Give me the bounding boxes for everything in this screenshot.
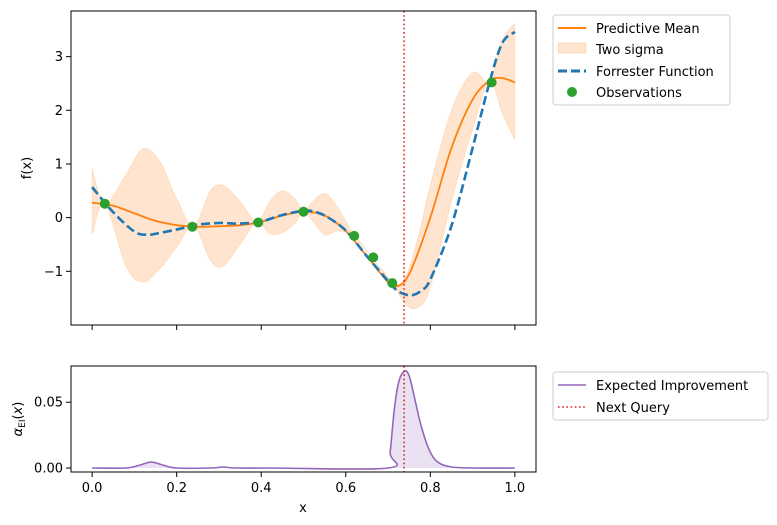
ei-series [92, 366, 515, 472]
ytick-label: 0.05 [34, 396, 63, 411]
xtick-label: 0.0 [82, 481, 103, 496]
xtick-label: 1.0 [505, 481, 526, 496]
bottom-xlabel: x [299, 501, 307, 516]
top-legend: Predictive Mean Two sigma Forrester Func… [552, 14, 731, 106]
top-series-lines [91, 11, 516, 325]
observation-point [387, 278, 398, 289]
bottom-plot: 0.0 0.2 0.4 0.6 0.8 1.0 0.00 0.05 x αEI(x) [11, 365, 537, 516]
xtick-label: 0.6 [335, 481, 356, 496]
legend-band-swatch [557, 42, 587, 54]
top-axes-frame [70, 10, 537, 326]
observation-point [187, 221, 198, 232]
ei-area [92, 370, 515, 470]
two-sigma-band [91, 21, 516, 310]
xtick-label: 0.8 [420, 481, 441, 496]
top-legend-frame [552, 14, 731, 106]
legend-observations-label: Observations [596, 86, 682, 101]
ytick-label: 1 [55, 157, 63, 172]
legend-mean-label: Predictive Mean [596, 22, 700, 37]
top-ylabel: f(x) [20, 157, 35, 179]
ytick-label: 2 [55, 104, 63, 119]
top-observations [99, 77, 497, 289]
top-plot: −1 0 1 2 3 f(x) [20, 10, 537, 330]
observation-point [253, 217, 264, 228]
legend-forrester-label: Forrester Function [596, 65, 714, 80]
ytick-label: −1 [44, 265, 63, 280]
bottom-yticks: 0.00 0.05 [34, 396, 71, 477]
bottom-xticks: 0.0 0.2 0.4 0.6 0.8 1.0 [82, 472, 525, 496]
bottom-legend: Expected Improvement Next Query [552, 371, 769, 421]
xtick-label: 0.2 [166, 481, 187, 496]
xtick-label: 0.4 [251, 481, 272, 496]
observation-point [298, 206, 309, 217]
observation-point [349, 230, 360, 241]
legend-band-label: Two sigma [595, 43, 664, 58]
observation-point [99, 198, 110, 209]
two-sigma-area [91, 21, 516, 310]
observation-point [368, 252, 379, 263]
ytick-label: 3 [55, 50, 63, 65]
bottom-ylabel: αEI(x) [11, 402, 28, 437]
legend-next-query-label: Next Query [596, 401, 670, 416]
bottom-axes-frame [70, 365, 537, 473]
observation-point [486, 77, 497, 88]
ytick-label: 0.00 [34, 462, 63, 477]
top-xticks [91, 325, 516, 330]
legend-ei-label: Expected Improvement [596, 379, 748, 394]
top-yticks: −1 0 1 2 3 [44, 50, 71, 280]
ei-line [92, 370, 515, 470]
bottom-legend-frame [552, 371, 769, 421]
ytick-label: 0 [55, 211, 63, 226]
legend-observations-marker [567, 87, 577, 97]
